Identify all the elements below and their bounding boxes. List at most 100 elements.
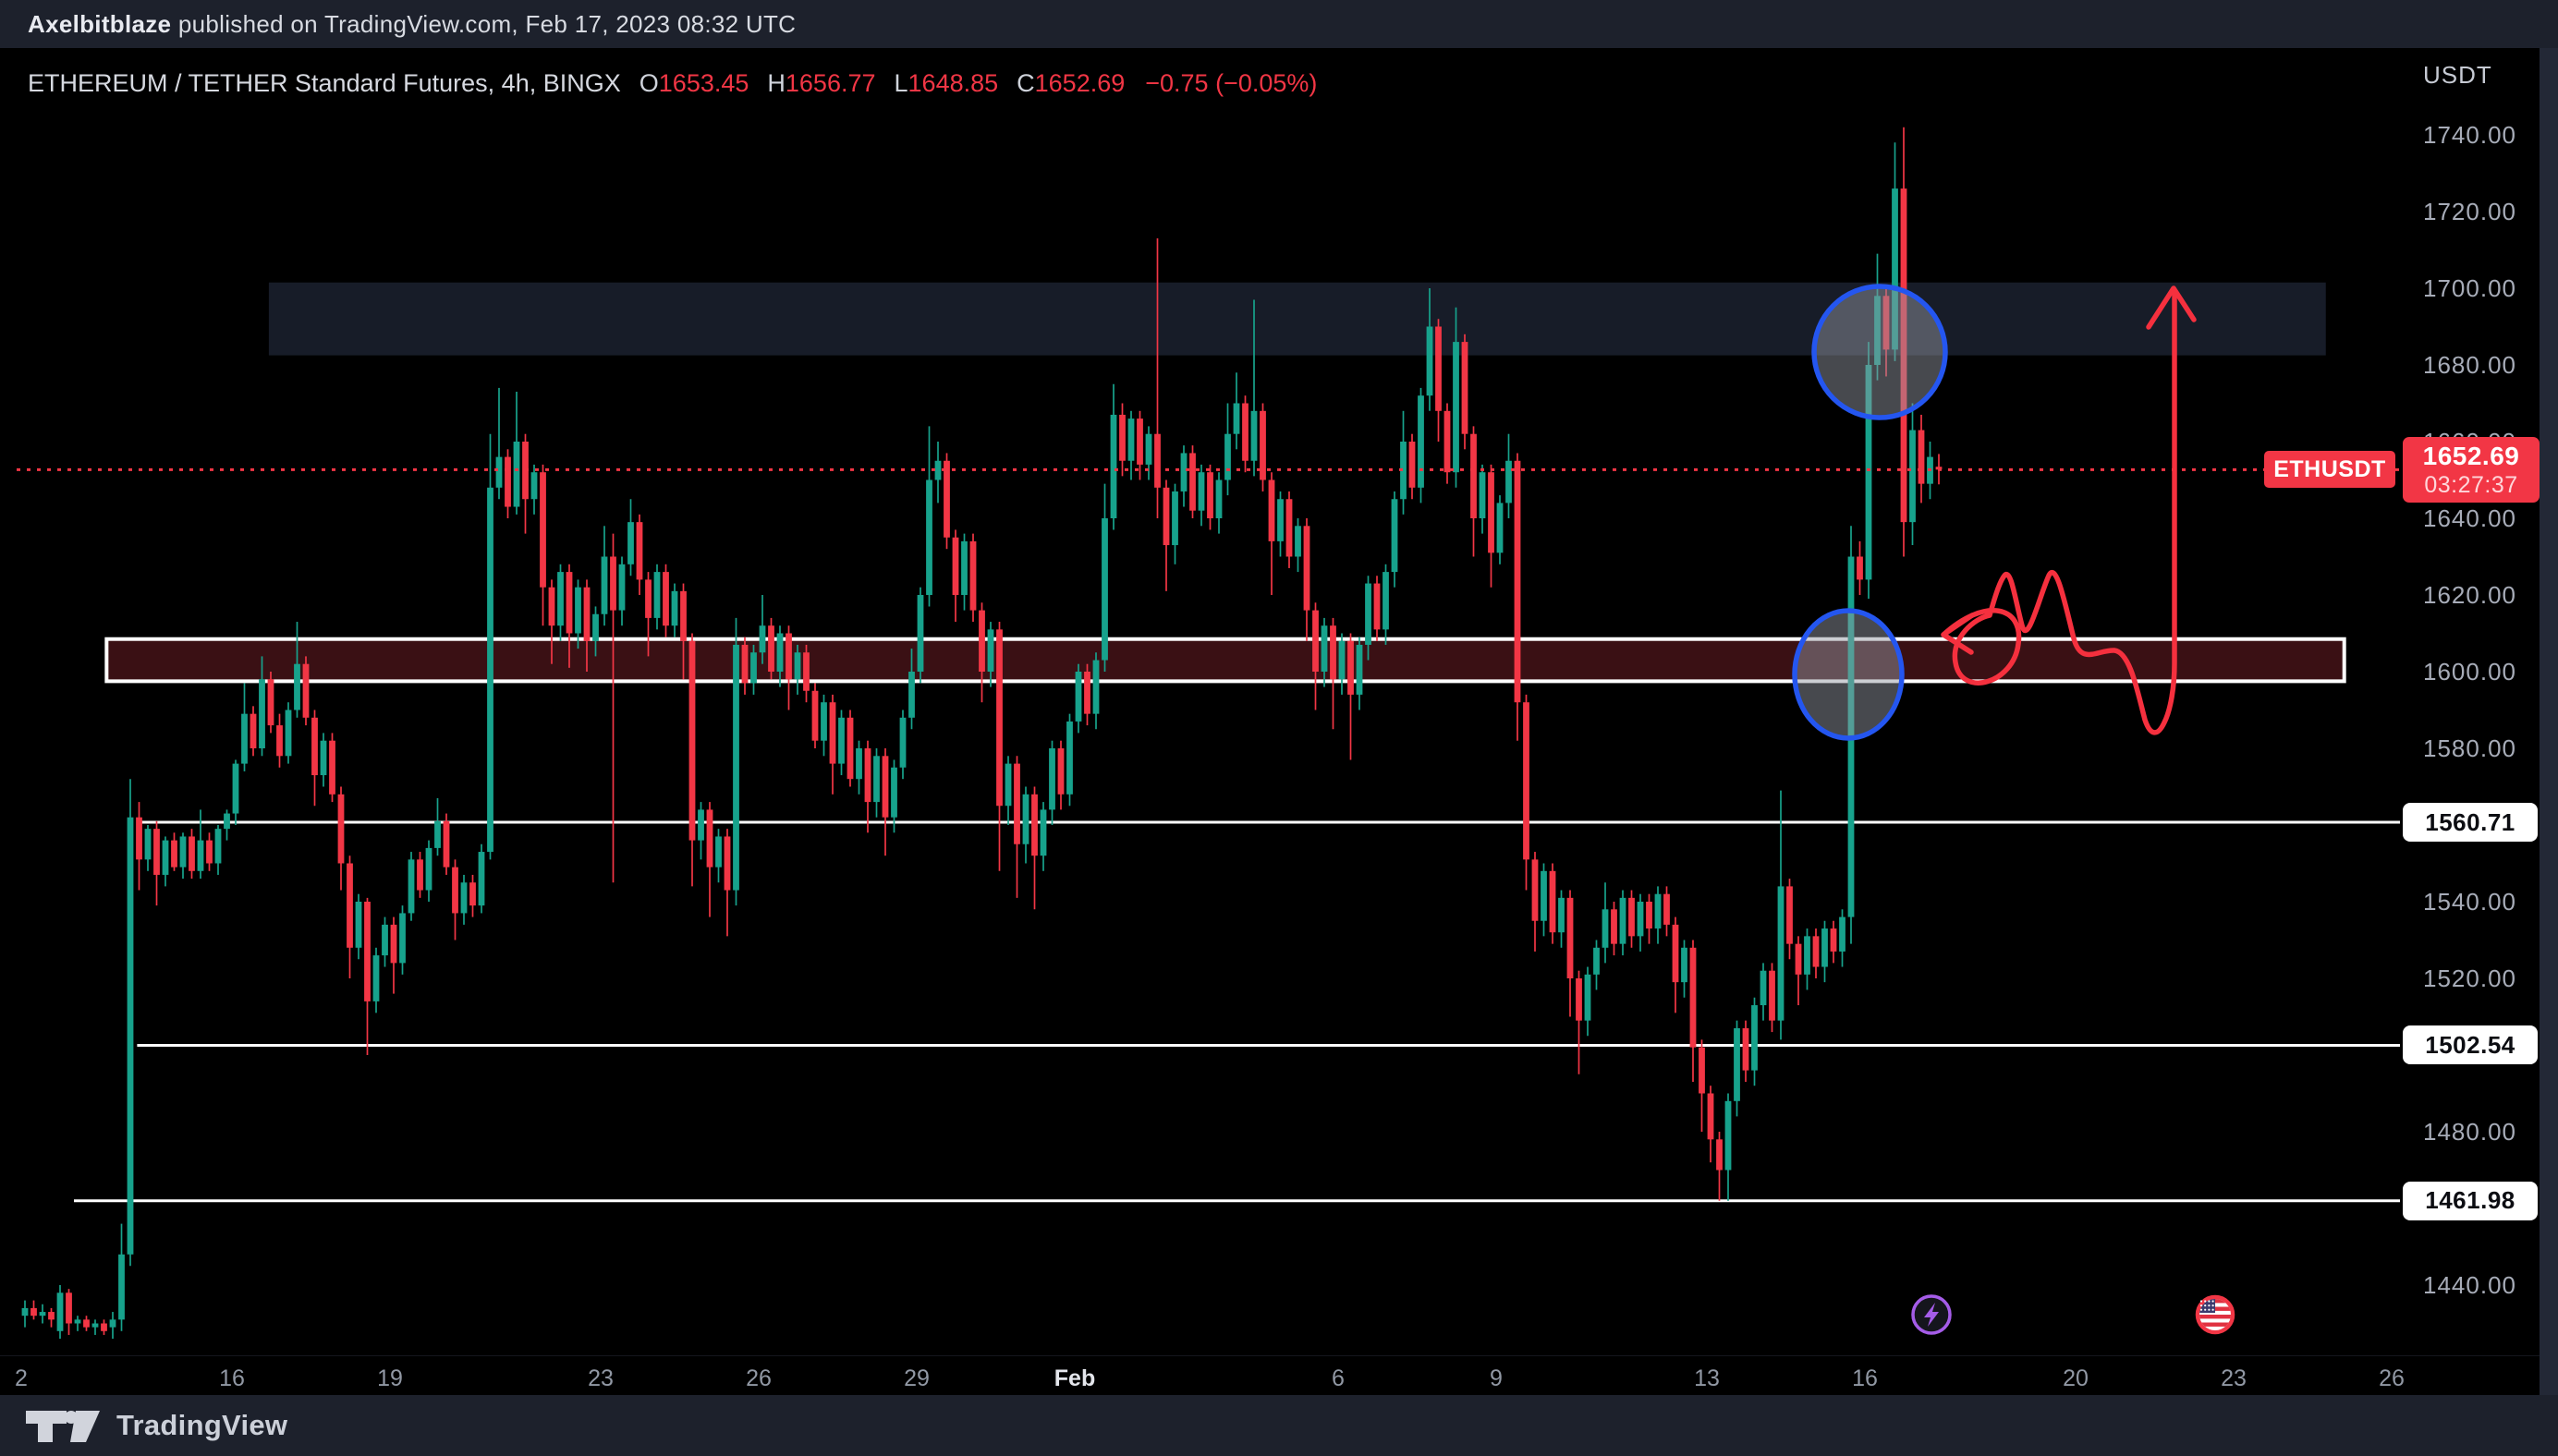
- time-axis-label[interactable]: 23: [2221, 1365, 2247, 1391]
- time-axis-label[interactable]: Feb: [1054, 1365, 1096, 1391]
- candle-body: [1576, 978, 1582, 1021]
- price-tick-label[interactable]: 1640.00: [2423, 504, 2516, 532]
- price-tick-label[interactable]: 1680.00: [2423, 351, 2516, 379]
- candle-body: [530, 472, 538, 500]
- highlight-circle-top[interactable]: [1811, 284, 1948, 420]
- time-axis-label[interactable]: 26: [2379, 1365, 2405, 1391]
- candle-body: [276, 725, 283, 757]
- price-tick-label[interactable]: 1600.00: [2423, 658, 2516, 686]
- candle-body: [1786, 886, 1793, 944]
- time-axis-label[interactable]: 16: [219, 1365, 245, 1391]
- candle-body: [1066, 721, 1073, 795]
- time-axis-label[interactable]: 13: [1694, 1365, 1720, 1391]
- footer-bar: TradingView: [0, 1395, 2558, 1456]
- price-tick-label[interactable]: 1520.00: [2423, 965, 2516, 992]
- price-tick-label[interactable]: 1740.00: [2423, 121, 2516, 149]
- candle-body: [1180, 453, 1188, 491]
- candle-body: [1593, 947, 1600, 975]
- up-arrowhead[interactable]: [2146, 285, 2197, 330]
- candle-body: [1250, 410, 1258, 461]
- candle-body: [144, 829, 152, 860]
- candle-body: [1865, 365, 1872, 580]
- candle-body: [1566, 897, 1574, 978]
- candle-body: [452, 867, 458, 914]
- candle-body: [1356, 644, 1363, 695]
- time-axis-label[interactable]: 23: [588, 1365, 614, 1391]
- time-axis-label[interactable]: 16: [1852, 1365, 1878, 1391]
- candle-body: [1119, 414, 1126, 461]
- footer-brand[interactable]: TradingView: [116, 1409, 288, 1441]
- candle-body: [1391, 499, 1398, 573]
- time-axis-label[interactable]: 6: [1332, 1365, 1345, 1391]
- candle-body: [1909, 430, 1916, 523]
- candle-body: [1163, 487, 1170, 546]
- candle-body: [575, 587, 581, 634]
- candle-body: [1637, 902, 1644, 937]
- price-tick-label[interactable]: 1580.00: [2423, 734, 2516, 762]
- candle-body: [91, 1323, 99, 1328]
- candle-body: [610, 556, 616, 611]
- price-tick-label[interactable]: 1700.00: [2423, 274, 2516, 302]
- candle-body: [794, 652, 801, 680]
- candle-body: [1338, 640, 1346, 680]
- candle-body: [425, 847, 432, 891]
- tradingview-logo-icon[interactable]: [24, 1405, 104, 1446]
- candle-body: [811, 690, 819, 741]
- candle-body: [48, 1312, 55, 1320]
- supply-zone[interactable]: [268, 282, 2326, 356]
- candle-body: [162, 840, 169, 875]
- candle-body: [1005, 763, 1012, 807]
- time-axis-label[interactable]: 9: [1490, 1365, 1503, 1391]
- candle-body: [768, 625, 774, 672]
- candle-body: [1707, 1093, 1714, 1140]
- candle-body: [1110, 414, 1117, 518]
- time-axis-label[interactable]: 19: [377, 1365, 403, 1391]
- candle-body: [1145, 433, 1152, 465]
- candle-body: [1716, 1139, 1723, 1171]
- candle-body: [1040, 809, 1047, 856]
- price-tick-label[interactable]: 1440.00: [2423, 1271, 2516, 1299]
- candle-body: [285, 710, 292, 757]
- price-tick-label[interactable]: 1480.00: [2423, 1118, 2516, 1146]
- candle-body: [1839, 916, 1845, 952]
- candle-body: [66, 1292, 72, 1324]
- candle-body: [1075, 672, 1082, 722]
- price-tick-label[interactable]: 1540.00: [2423, 888, 2516, 916]
- price-tick-label[interactable]: 1620.00: [2423, 581, 2516, 609]
- candle-body: [232, 763, 239, 814]
- low-label: L: [894, 68, 908, 97]
- price-tick-label[interactable]: 1720.00: [2423, 198, 2516, 225]
- time-axis-label[interactable]: 29: [904, 1365, 930, 1391]
- candle-body: [1505, 460, 1512, 504]
- price-scale-currency: USDT: [2423, 61, 2492, 89]
- candle-body: [864, 748, 871, 803]
- candle-body: [1531, 859, 1539, 921]
- us-flag-event-icon[interactable]: [2199, 1299, 2231, 1330]
- candle-body: [355, 902, 362, 948]
- candle-body: [311, 717, 318, 776]
- candle-body: [952, 537, 959, 595]
- highlight-circle-bottom[interactable]: [1792, 608, 1905, 741]
- candle-body: [302, 663, 310, 718]
- candle-body: [926, 479, 932, 595]
- time-axis-label[interactable]: 26: [746, 1365, 772, 1391]
- candle-body: [1189, 453, 1196, 511]
- candle-body: [1654, 893, 1662, 929]
- candle-body: [83, 1319, 90, 1328]
- time-axis[interactable]: 2 16 19 23 26 29 Feb 6 9 13 16 20 23 26: [0, 1355, 2558, 1396]
- time-axis-label[interactable]: 2: [15, 1365, 28, 1391]
- symbol-ohlc-header[interactable]: ETHEREUM / TETHER Standard Futures, 4h, …: [28, 67, 1317, 100]
- us-flag-star: [2208, 1308, 2211, 1311]
- level-price-label: 1502.54: [2403, 1025, 2538, 1065]
- candle-body: [715, 836, 722, 868]
- resistance-box[interactable]: [104, 637, 2346, 684]
- candle-body: [1233, 403, 1240, 434]
- candle-body: [127, 817, 134, 1255]
- candle-body: [101, 1323, 107, 1331]
- candle-body: [1435, 326, 1442, 411]
- candle-body: [1321, 625, 1328, 672]
- time-axis-label[interactable]: 20: [2063, 1365, 2089, 1391]
- scribble-loop-wave[interactable]: [1941, 289, 2177, 735]
- attribution-rest: published on TradingView.com, Feb 17, 20…: [171, 9, 797, 38]
